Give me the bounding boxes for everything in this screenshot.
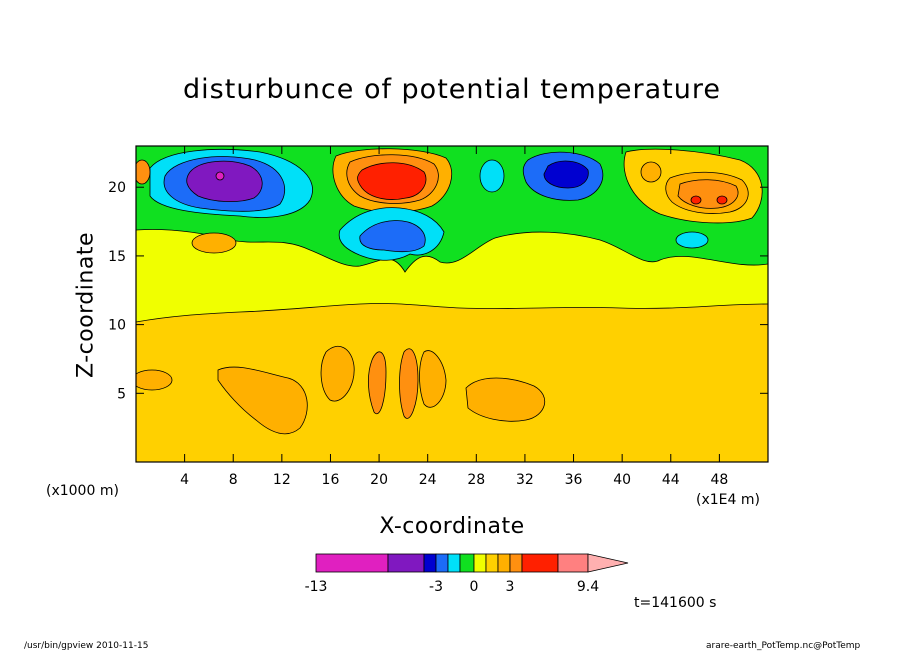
time-annotation: t=141600 s	[634, 595, 717, 611]
y-axis-label: Z-coordinate	[73, 232, 99, 378]
y-tick-label: 20	[108, 180, 126, 196]
x-tick-label: 20	[370, 472, 388, 488]
cold-lobe-center-inner	[359, 220, 426, 253]
colorbar-segment	[387, 553, 425, 573]
x-tick-label: 12	[273, 472, 291, 488]
x-tick-label: 24	[419, 472, 437, 488]
x-unit-note: (x1000 m)	[46, 483, 119, 499]
colorbar-segment	[509, 553, 523, 573]
x-axis-label: X-coordinate	[379, 514, 525, 539]
colorbar-segment	[557, 553, 589, 573]
warm-blob	[191, 232, 237, 254]
x-tick-label: 44	[662, 472, 680, 488]
x-scale-note: (x1E4 m)	[696, 492, 760, 508]
colorbar-segment	[315, 553, 389, 573]
colorbar-label: 0	[470, 579, 479, 595]
warm-spot	[716, 195, 728, 205]
colorbar: -13 -3 0 3 9.4	[305, 553, 629, 595]
colorbar-label: -13	[305, 579, 328, 595]
footer-left: /usr/bin/gpview 2010-11-15	[24, 641, 149, 651]
x-tick-label: 36	[565, 472, 583, 488]
cyan-spot	[479, 159, 505, 193]
colorbar-segment	[473, 553, 487, 573]
warm-blob	[399, 348, 419, 419]
warm-spot	[640, 161, 662, 183]
colorbar-segment	[435, 553, 449, 573]
x-axis: 4 8 12 16 20 24 28 32 36 40 44 48	[180, 146, 728, 488]
y-tick-label: 10	[108, 318, 126, 334]
x-tick-label: 4	[180, 472, 189, 488]
chart-title: disturbunce of potential temperature	[183, 74, 721, 105]
x-tick-label: 32	[516, 472, 534, 488]
y-tick-label: 5	[117, 386, 126, 402]
x-tick-label: 8	[229, 472, 238, 488]
cold-cell-right-inner	[543, 160, 589, 189]
warm-blob	[419, 350, 447, 408]
colorbar-segment	[485, 553, 499, 573]
x-tick-label: 48	[710, 472, 728, 488]
colorbar-segment	[423, 553, 437, 573]
x-tick-label: 28	[467, 472, 485, 488]
warm-spot	[690, 195, 702, 205]
warm-blob	[320, 346, 355, 402]
colorbar-label: 3	[506, 579, 515, 595]
warm-blob	[217, 366, 308, 435]
colorbar-arrow	[587, 553, 629, 573]
plot-frame	[135, 145, 769, 463]
colorbar-segment	[497, 553, 511, 573]
cyan-spot	[675, 231, 709, 249]
warm-blob	[465, 377, 546, 422]
warm-blob	[368, 351, 387, 415]
cold-cell-left-inner	[186, 160, 263, 202]
footer-right: arare-earth_PotTemp.nc@PotTemp	[706, 641, 861, 651]
warm-blob	[136, 369, 173, 391]
y-tick-label: 15	[108, 249, 126, 265]
colorbar-segment	[447, 553, 461, 573]
y-axis: 5 10 15 20	[108, 180, 768, 402]
colorbar-segment	[459, 553, 475, 573]
warm-spot	[136, 159, 151, 185]
x-tick-label: 40	[613, 472, 631, 488]
x-tick-label: 16	[322, 472, 340, 488]
warm-cell-center-inner	[357, 162, 427, 200]
colorbar-label: -3	[429, 579, 443, 595]
colorbar-segment	[521, 553, 559, 573]
colorbar-label: 9.4	[577, 579, 599, 595]
cold-maximum-mark	[215, 171, 225, 181]
